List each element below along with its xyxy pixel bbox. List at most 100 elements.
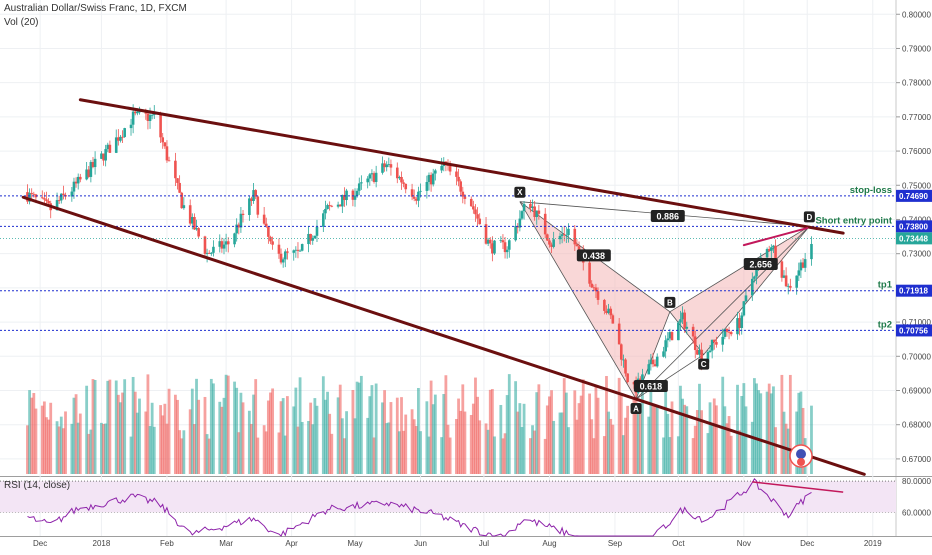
volume-bar <box>78 413 82 474</box>
volume-bar <box>427 436 431 474</box>
candle-body <box>474 209 477 215</box>
volume-bar <box>651 404 655 474</box>
pattern-point-x-badge <box>514 186 526 198</box>
pattern-point-c: C <box>701 360 707 369</box>
candle-body <box>679 319 682 323</box>
candle-body <box>338 204 342 207</box>
candle-body <box>567 228 570 236</box>
volume-bar <box>61 428 65 474</box>
volume-bar <box>129 436 133 474</box>
volume-bar <box>87 433 91 474</box>
x-tick-label: Mar <box>219 539 233 548</box>
candle-body <box>133 111 137 114</box>
volume-bar <box>795 411 799 474</box>
candle-body <box>239 213 243 228</box>
volume-bar <box>285 396 289 474</box>
volume-bar <box>518 403 522 474</box>
candle-body <box>721 336 725 345</box>
price-tick-label: 0.74000 <box>902 215 931 224</box>
candle-body <box>307 233 310 245</box>
volume-bar <box>104 423 108 474</box>
volume-bar <box>634 392 638 474</box>
candle-body <box>560 234 564 236</box>
candle-body <box>108 144 112 153</box>
volume-bar <box>444 375 448 474</box>
candle-body <box>205 252 209 254</box>
volume-bar <box>313 398 317 474</box>
candle-body <box>93 158 97 168</box>
volume-bar <box>522 403 526 474</box>
candle-body <box>366 178 369 183</box>
volume-bar <box>429 380 433 474</box>
current-price-tag <box>896 232 932 245</box>
candle-body <box>180 192 184 209</box>
pattern-point-a: A <box>633 405 639 414</box>
volume-bar <box>505 395 509 474</box>
candle-body <box>765 249 769 258</box>
candle-body <box>529 203 532 209</box>
volume-bar <box>774 427 777 474</box>
candle-body <box>434 170 437 174</box>
volume-bar <box>469 414 473 474</box>
candle-body <box>641 374 644 383</box>
candle-body <box>412 196 416 199</box>
volume-bar <box>307 420 310 474</box>
volume-bar <box>668 437 672 474</box>
volume-bar <box>72 397 76 474</box>
candle-body <box>780 261 784 278</box>
candle-body <box>696 350 699 355</box>
volume-bar <box>486 429 490 474</box>
candle-body <box>195 228 198 230</box>
candle-body <box>677 322 680 341</box>
x-tick-label: Dec <box>800 539 814 548</box>
volume-bar <box>34 408 38 474</box>
candle-body <box>461 191 465 197</box>
rsi-tick-label: 80.0000 <box>902 477 931 486</box>
volume-bar <box>484 423 488 474</box>
candle-body <box>70 191 74 197</box>
volume-bar <box>351 389 355 474</box>
volume-bar <box>490 389 494 474</box>
candle-body <box>594 287 598 292</box>
volume-bar <box>345 411 348 474</box>
candle-body <box>546 234 549 241</box>
volume-bar <box>417 387 420 474</box>
volume-bar <box>592 438 596 474</box>
ratio-label-box <box>576 249 611 262</box>
candle-body <box>218 241 222 247</box>
candle-body <box>774 245 777 262</box>
volume-bar <box>224 374 228 474</box>
volume-bar <box>632 398 636 474</box>
volume-bar <box>100 422 103 474</box>
volume-bar <box>28 390 31 474</box>
volume-bar <box>564 392 568 474</box>
candle-body <box>324 208 327 214</box>
volume-bar <box>664 383 668 474</box>
candle-body <box>271 241 274 245</box>
candle-body <box>212 246 215 253</box>
candle-body <box>505 249 509 253</box>
candle-body <box>596 291 600 300</box>
volume-bar <box>400 397 403 474</box>
price-tick-label: 0.75000 <box>902 181 931 190</box>
volume-bar <box>188 409 192 474</box>
level-price-tag <box>896 189 932 202</box>
volume-bar <box>309 402 313 474</box>
candle-body <box>85 169 88 180</box>
candle-body <box>666 338 670 341</box>
volume-bar <box>617 377 621 474</box>
level-price-tag <box>896 220 932 233</box>
candle-body <box>789 285 792 288</box>
volume-bar <box>119 402 122 474</box>
candle-body <box>165 146 169 161</box>
candle-body <box>150 114 154 116</box>
candle-body <box>91 162 95 168</box>
volume-bar <box>264 431 268 474</box>
volume-bar <box>588 393 591 474</box>
candle-body <box>417 191 420 201</box>
candle-body <box>533 206 536 218</box>
candle-body <box>262 214 266 224</box>
pattern-point-d-badge <box>803 211 815 223</box>
candle-body <box>315 226 319 236</box>
